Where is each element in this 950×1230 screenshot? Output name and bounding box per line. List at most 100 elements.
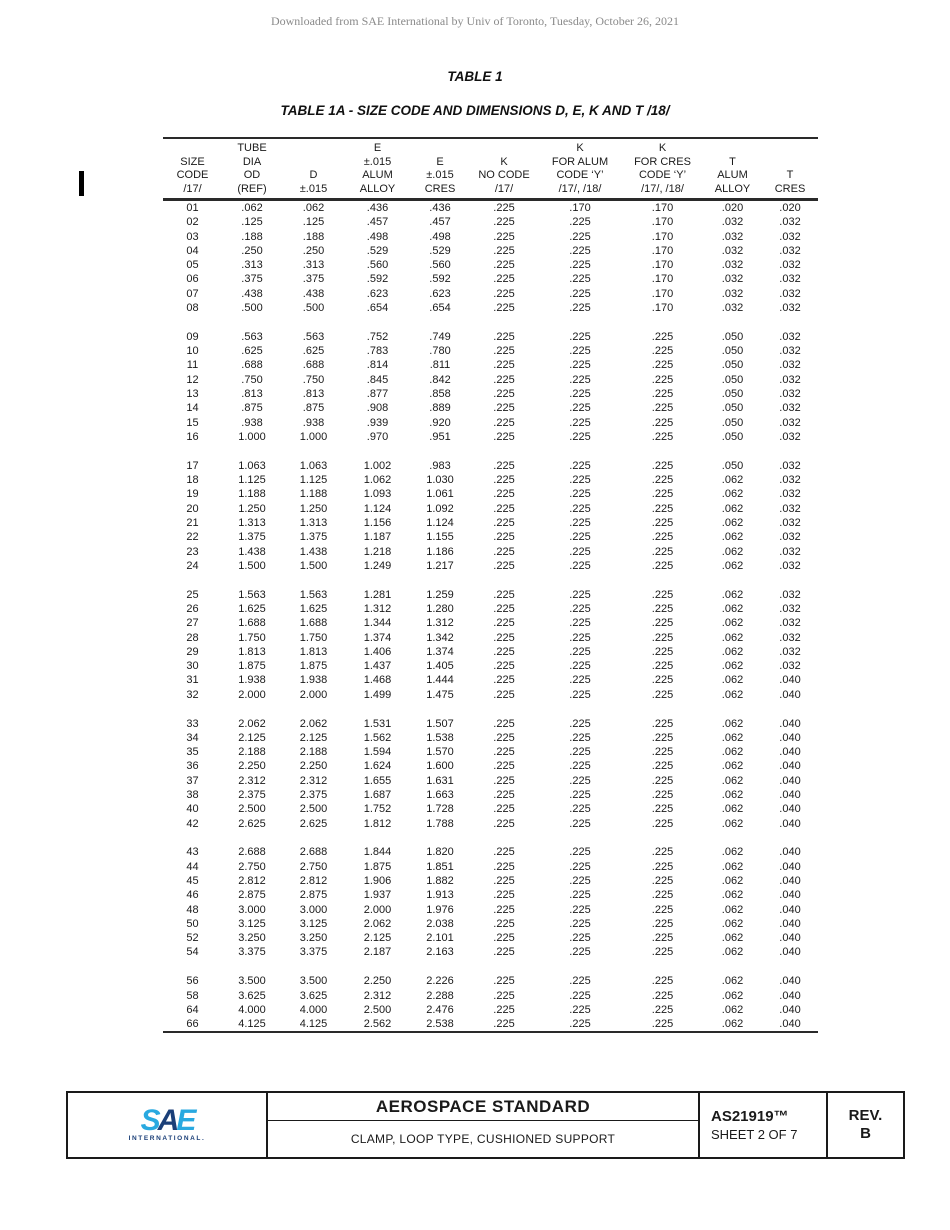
table-cell: .436 [429, 202, 451, 214]
table-cell: .225 [493, 874, 515, 887]
table-row: 08 .500 .500 .654 .654 .225 .225 .170 .032 .032 [163, 301, 818, 315]
table-cell: 1.250 [238, 502, 266, 515]
table-cell: .032 [779, 559, 801, 572]
table-cell: .225 [651, 373, 674, 386]
table-cell: .225 [651, 359, 674, 372]
table-cell: 1.625 [299, 602, 328, 615]
table-cell: .225 [651, 602, 674, 615]
table-cell: .225 [493, 330, 515, 343]
table-cell: 2.625 [238, 817, 266, 830]
table-cell: .225 [493, 617, 515, 630]
table-cell: .560 [366, 259, 389, 272]
table-cell: 1.406 [363, 645, 392, 658]
table-cell: .783 [366, 345, 389, 358]
table-row: 19 1.188 1.188 1.093 1.061 .225 .225 .225 .062 .0… [163, 487, 818, 501]
table-cell: .225 [493, 287, 515, 300]
table-cell: .032 [779, 660, 801, 673]
table-cell: .225 [493, 416, 515, 429]
column-header-d: D ±.015 [282, 138, 345, 201]
table-cell: .225 [569, 302, 591, 315]
table-cell: 1.906 [363, 874, 392, 887]
table-cell: 48 [186, 903, 199, 916]
table-cell: 18 [186, 474, 199, 487]
table-cell: .225 [569, 975, 591, 988]
table-cell: 40 [186, 803, 199, 816]
table-cell: .032 [779, 459, 801, 472]
table-cell: .225 [569, 760, 591, 773]
table-cell: .842 [429, 373, 451, 386]
table-cell: .225 [493, 717, 515, 730]
table-cell: .983 [429, 459, 451, 472]
table-cell: .062 [721, 688, 744, 701]
table-cell: 52 [186, 932, 199, 945]
table-cell: 34 [186, 731, 199, 744]
table-cell: .225 [493, 903, 515, 916]
table-cell: .225 [569, 846, 591, 859]
table-cell: .062 [721, 474, 744, 487]
table-cell: 1.281 [363, 588, 392, 601]
table-cell: .560 [429, 259, 451, 272]
table-cell: .032 [721, 287, 744, 300]
title-block-center: AEROSPACE STANDARD CLAMP, LOOP TYPE, CUS… [268, 1093, 698, 1157]
table-cell: .225 [651, 946, 674, 959]
table-cell: 3.250 [299, 932, 328, 945]
table-cell: .062 [721, 631, 744, 644]
table-cell: .225 [569, 1018, 591, 1031]
table-cell: .225 [569, 216, 591, 229]
table-cell: 04 [186, 244, 199, 257]
column-header-t-alum-alloy: T ALUM ALLOY [703, 138, 762, 201]
table-cell: .225 [569, 545, 591, 558]
table-cell: .225 [493, 516, 515, 529]
table-cell: 30 [186, 660, 199, 673]
table-cell: .062 [721, 1003, 744, 1016]
table-cell: .225 [493, 846, 515, 859]
group-spacer-row [163, 573, 818, 588]
table-cell: 37 [186, 774, 199, 787]
table-cell: .225 [569, 989, 591, 1002]
table-cell: .188 [302, 230, 325, 243]
table-cell: 1.938 [299, 674, 328, 687]
table-cell: .225 [569, 932, 591, 945]
table-cell: .813 [241, 388, 263, 401]
table-cell: 1.342 [426, 631, 454, 644]
table-cell: .225 [493, 545, 515, 558]
table-cell: 2.625 [299, 817, 328, 830]
table-cell: .225 [569, 373, 591, 386]
table-row: 16 1.000 1.000 .970 .951 .225 .225 .225 .050 .032 [163, 430, 818, 444]
table-cell: .225 [569, 330, 591, 343]
table-cell: .032 [779, 631, 801, 644]
table-cell: .225 [569, 430, 591, 443]
table-cell: .225 [493, 273, 515, 286]
table-cell: .062 [721, 674, 744, 687]
table-cell: .062 [721, 803, 744, 816]
table-cell: 25 [186, 588, 199, 601]
table-cell: 1.663 [426, 788, 454, 801]
table-cell: 2.163 [426, 946, 454, 959]
table-row: 33 2.062 2.062 1.531 1.507 .225 .225 .225 .062 .0… [163, 717, 818, 731]
table-cell: .225 [493, 860, 515, 873]
table-cell: 2.125 [299, 731, 328, 744]
table-cell: .250 [241, 244, 263, 257]
table-cell: 1.188 [299, 488, 328, 501]
table-cell: .032 [779, 531, 801, 544]
table-row: 06 .375 .375 .592 .592 .225 .225 .170 .032 .032 [163, 272, 818, 286]
table-cell: .225 [651, 817, 674, 830]
table-row: 04 .250 .250 .529 .529 .225 .225 .170 .032 .032 [163, 244, 818, 258]
table-cell: .225 [651, 903, 674, 916]
table-cell: .225 [569, 645, 591, 658]
table-cell: 2.250 [299, 760, 328, 773]
table-cell: .750 [241, 373, 263, 386]
table-cell: 02 [186, 216, 199, 229]
table-cell: .225 [493, 803, 515, 816]
table-cell: .225 [651, 917, 674, 930]
table-cell: 15 [186, 416, 199, 429]
table-cell: 2.312 [363, 989, 392, 1002]
table-cell: .040 [779, 1018, 801, 1031]
table-cell: .436 [366, 202, 389, 214]
revision-label: REV. [848, 1107, 883, 1124]
table-cell: .225 [493, 402, 515, 415]
table-cell: .040 [779, 917, 801, 930]
header-row: SIZE CODE/17/TUBE DIA OD (REF) D ±.015 E ±.015 AL… [163, 138, 818, 201]
table-cell: .225 [569, 774, 591, 787]
